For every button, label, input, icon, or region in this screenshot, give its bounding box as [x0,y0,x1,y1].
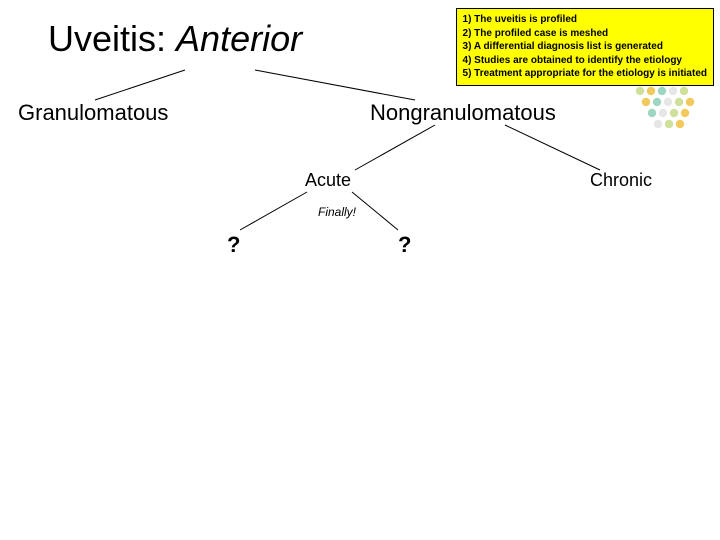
label-nongranulomatous: Nongranulomatous [370,100,556,126]
title-emphasis: Anterior [176,18,302,59]
question-mark-right: ? [398,232,411,258]
steps-box: 1) The uveitis is profiled 2) The profil… [456,8,714,86]
step-3: 3) A differential diagnosis list is gene… [463,40,707,54]
step-2: 2) The profiled case is meshed [463,27,707,41]
question-mark-left: ? [227,232,240,258]
step-5: 5) Treatment appropriate for the etiolog… [463,67,707,81]
label-granulomatous: Granulomatous [18,100,168,126]
page-title: Uveitis: Anterior [48,18,302,60]
decorative-dots [632,85,702,135]
label-chronic: Chronic [590,170,652,191]
title-prefix: Uveitis: [48,18,176,59]
label-finally: Finally! [318,205,356,219]
step-1: 1) The uveitis is profiled [463,13,707,27]
step-4: 4) Studies are obtained to identify the … [463,54,707,68]
label-acute: Acute [305,170,351,191]
